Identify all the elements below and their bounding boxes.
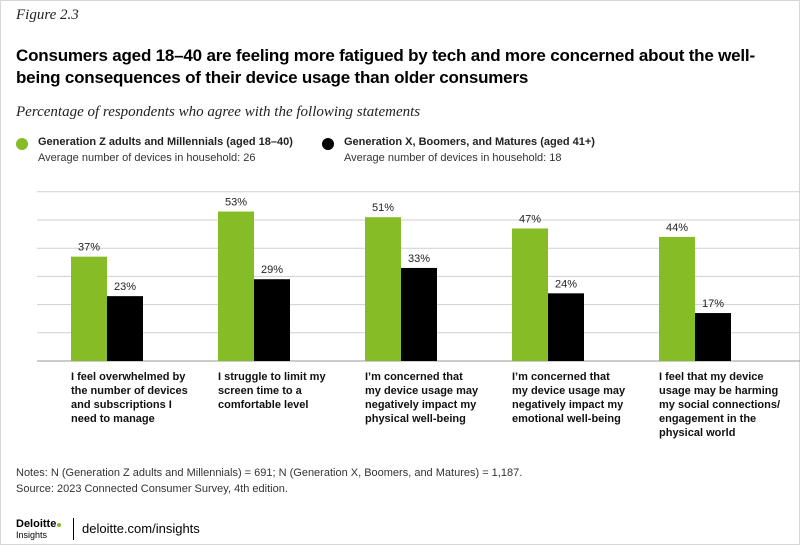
legend-swatch-green: [16, 138, 28, 150]
category-label-line: negatively impact my: [512, 399, 624, 411]
category-label-line: negatively impact my: [365, 399, 477, 411]
footer-divider: [73, 518, 74, 540]
chart-subtitle: Percentage of respondents who agree with…: [16, 104, 421, 120]
brand-sub: Insights: [16, 530, 48, 540]
legend-label: Generation X, Boomers, and Matures (aged…: [344, 136, 595, 148]
bar-younger-1: [218, 211, 254, 361]
logo-dot-icon: [57, 523, 62, 527]
category-label-line: physical well-being: [365, 413, 466, 425]
legend-sublabel: Average number of devices in household: …: [344, 152, 562, 164]
data-label: 53%: [225, 197, 247, 209]
brand-name: Deloitte: [16, 518, 57, 530]
data-label: 44%: [666, 222, 688, 234]
data-label: 23%: [114, 281, 136, 293]
data-label: 24%: [555, 278, 577, 290]
category-label-line: I’m concerned that: [512, 371, 610, 383]
notes-line: Notes: N (Generation Z adults and Millen…: [16, 467, 523, 479]
category-label-line: comfortable level: [218, 399, 309, 411]
data-label: 33%: [408, 253, 430, 265]
bar-younger-3: [512, 228, 548, 361]
category-label-1: I struggle to limit my screen time to a co…: [218, 370, 358, 412]
category-label-4: I feel that my device usage may be harmin…: [659, 370, 799, 440]
category-label-line: I’m concerned that: [365, 371, 463, 383]
legend-sublabel: Average number of devices in household: …: [38, 152, 256, 164]
bar-younger-0: [71, 256, 107, 361]
bar-older-2: [401, 267, 437, 361]
figure-label: Figure 2.3: [16, 7, 79, 23]
data-label: 29%: [261, 264, 283, 276]
bar-older-0: [107, 296, 143, 361]
category-label-line: physical world: [659, 427, 736, 439]
legend-label: Generation Z adults and Millennials (age…: [38, 136, 293, 148]
category-label-line: I struggle to limit my: [218, 371, 326, 383]
category-label-line: usage may be harming: [659, 385, 779, 397]
data-label: 47%: [519, 213, 541, 225]
chart-title: Consumers aged 18–40 are feeling more fa…: [16, 46, 755, 87]
category-label-line: my device usage may: [512, 385, 626, 397]
bar-older-1: [254, 279, 290, 361]
category-label-line: the number of devices: [71, 385, 188, 397]
category-label-line: my social connections/: [659, 399, 781, 411]
bar-younger-4: [659, 236, 695, 361]
legend-swatch-black: [322, 138, 334, 150]
category-label-line: and subscriptions I: [71, 399, 172, 411]
notes: Notes: N (Generation Z adults and Millen…: [16, 465, 522, 497]
data-label: 17%: [702, 298, 724, 310]
category-label-2: I’m concerned that my device usage may neg…: [365, 370, 505, 426]
category-label-line: emotional well-being: [512, 413, 621, 425]
data-label: 37%: [78, 242, 100, 254]
category-label-line: my device usage may: [365, 385, 479, 397]
category-label-line: screen time to a: [218, 385, 302, 397]
bar-older-3: [548, 293, 584, 361]
source-line: Source: 2023 Connected Consumer Survey, …: [16, 483, 288, 495]
category-label-line: I feel overwhelmed by: [71, 371, 186, 383]
deloitte-logo: Deloitte: [16, 518, 62, 530]
category-label-0: I feel overwhelmed by the number of devic…: [71, 370, 211, 426]
bar-older-4: [695, 313, 731, 361]
category-label-line: I feel that my device: [659, 371, 764, 383]
category-label-line: need to manage: [71, 413, 155, 425]
bar-chart: 37% 23% 53% 29% 51% 33% 47% 24% 44% 17%: [37, 191, 800, 362]
data-label: 51%: [372, 202, 394, 214]
footer-url[interactable]: deloitte.com/insights: [82, 521, 200, 536]
category-label-line: engagement in the: [659, 413, 757, 425]
bar-younger-2: [365, 217, 401, 361]
category-label-3: I’m concerned that my device usage may neg…: [512, 370, 652, 426]
